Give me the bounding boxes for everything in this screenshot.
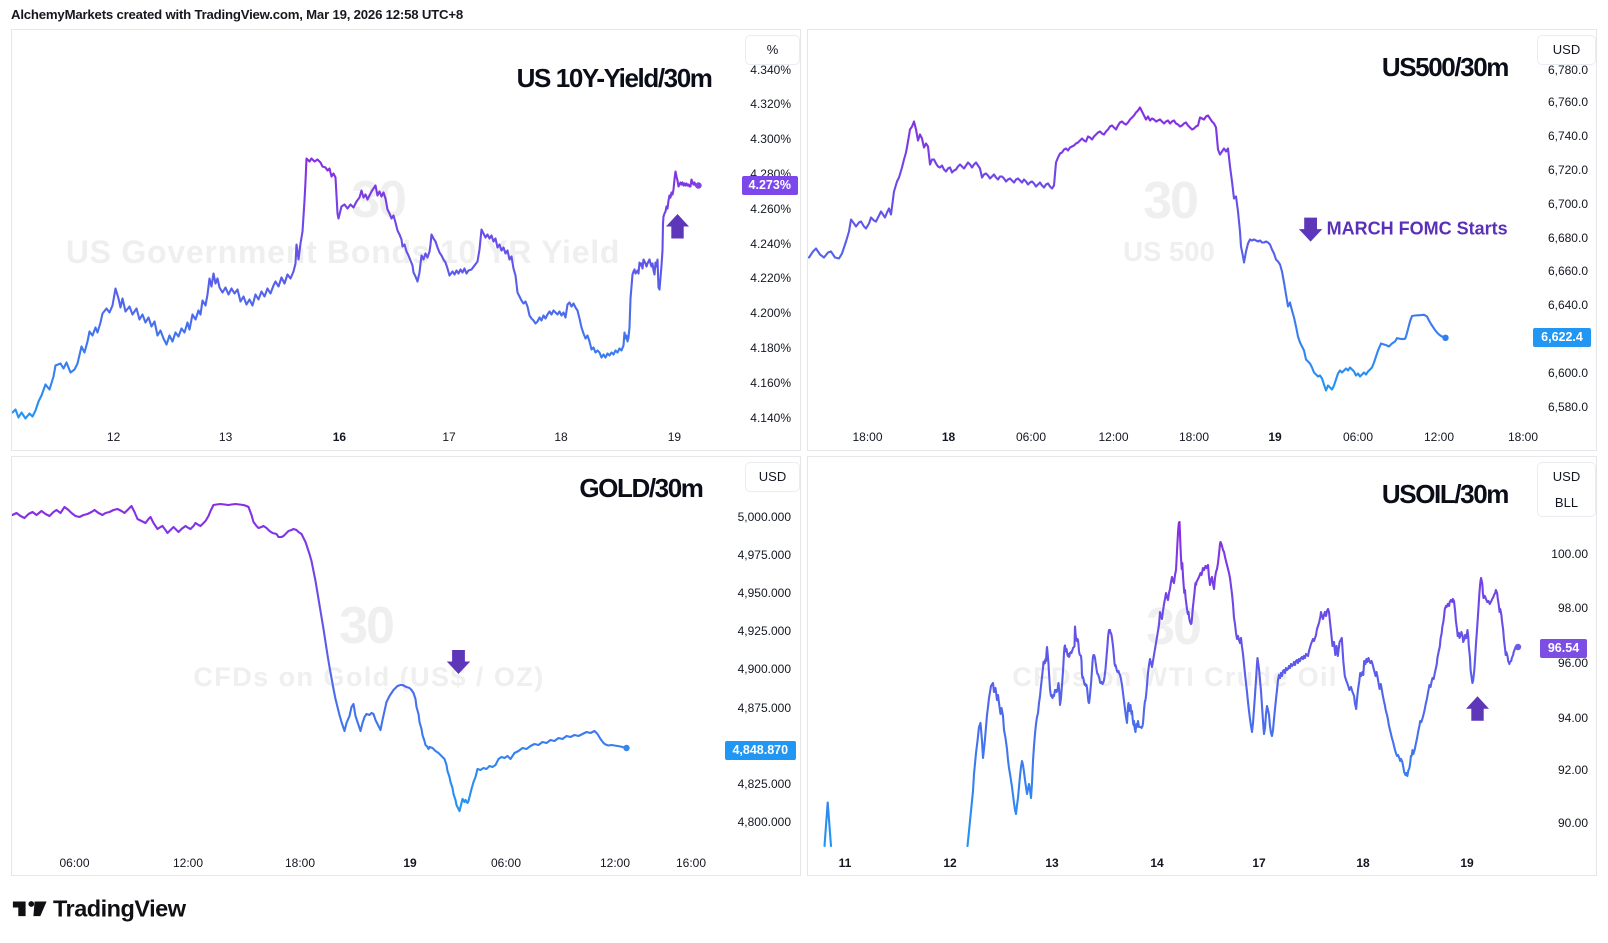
svg-text:MARCH FOMC Starts: MARCH FOMC Starts xyxy=(1327,218,1508,238)
svg-text:TradingView: TradingView xyxy=(53,895,187,921)
